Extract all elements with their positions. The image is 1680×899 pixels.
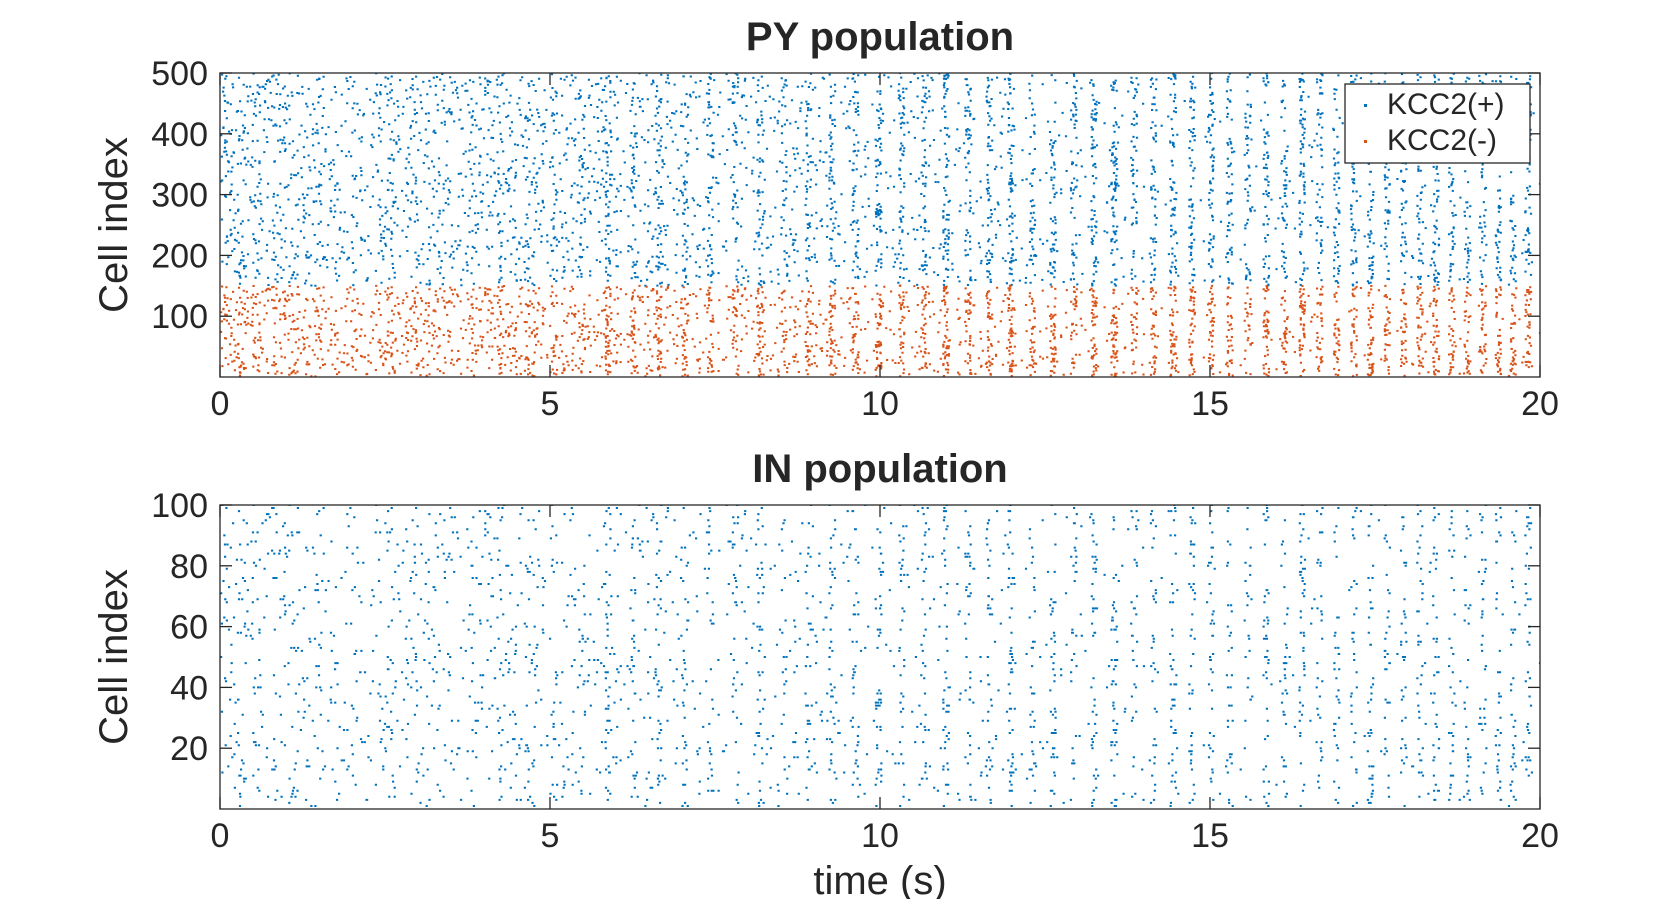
in-title: IN population bbox=[752, 447, 1008, 491]
in-y-label: Cell index bbox=[92, 569, 136, 745]
in-plot-area bbox=[220, 505, 1540, 809]
py-title: PY population bbox=[746, 15, 1014, 59]
in-y-tick-label: 80 bbox=[170, 548, 208, 586]
py-ticks: 0 5 10 15 20 100 200 300 400 500 bbox=[151, 55, 1559, 423]
py-panel: 0 5 10 15 20 100 200 300 400 500 PY population Ce… bbox=[92, 15, 1559, 423]
py-x-tick-label: 0 bbox=[211, 385, 230, 423]
in-y-tick-label: 20 bbox=[170, 730, 208, 768]
py-legend-label-kcc2-minus: KCC2(-) bbox=[1387, 124, 1497, 157]
py-y-label: Cell index bbox=[92, 137, 136, 313]
in-panel: 0 5 10 15 20 20 40 60 80 100 IN population Cell i… bbox=[92, 447, 1559, 899]
py-spikes-series-1 bbox=[220, 284, 1540, 377]
py-y-tick-label: 200 bbox=[151, 237, 208, 275]
py-legend-marker-kcc2-minus bbox=[1364, 140, 1367, 143]
in-x-tick-label: 15 bbox=[1191, 817, 1229, 855]
in-y-tick-label: 100 bbox=[151, 487, 208, 525]
in-x-tick-label: 0 bbox=[211, 817, 230, 855]
py-legend-box bbox=[1344, 83, 1531, 164]
in-ticks: 0 5 10 15 20 20 40 60 80 100 bbox=[151, 487, 1559, 855]
in-y-tick-label: 60 bbox=[170, 609, 208, 647]
py-x-tick-label: 15 bbox=[1191, 385, 1229, 423]
in-x-tick-label: 5 bbox=[541, 817, 560, 855]
py-y-tick-label: 500 bbox=[151, 55, 208, 93]
py-legend-label-kcc2-plus: KCC2(+) bbox=[1387, 88, 1505, 121]
in-y-tick-label: 40 bbox=[170, 669, 208, 707]
py-x-tick-label: 5 bbox=[541, 385, 560, 423]
py-y-tick-label: 300 bbox=[151, 177, 208, 215]
in-spikes-series-0 bbox=[220, 505, 1540, 807]
in-x-tick-label: 20 bbox=[1521, 817, 1559, 855]
in-x-label: time (s) bbox=[813, 859, 946, 899]
in-raster bbox=[220, 505, 1540, 807]
py-y-tick-label: 400 bbox=[151, 116, 208, 154]
py-legend-marker-kcc2-plus bbox=[1364, 104, 1367, 107]
py-x-tick-label: 10 bbox=[861, 385, 899, 423]
py-y-tick-label: 100 bbox=[151, 298, 208, 336]
py-x-tick-label: 20 bbox=[1521, 385, 1559, 423]
py-legend: KCC2(+) KCC2(-) bbox=[1344, 83, 1531, 164]
in-x-tick-label: 10 bbox=[861, 817, 899, 855]
